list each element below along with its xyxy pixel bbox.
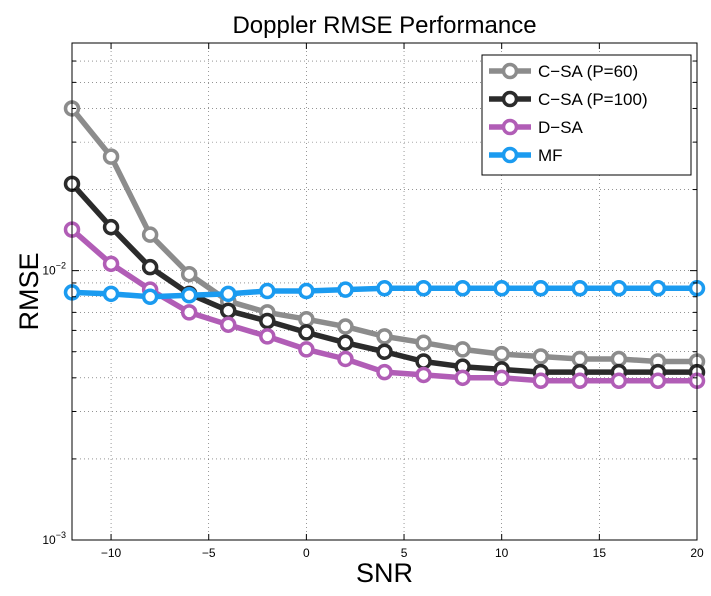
- data-point: [571, 372, 589, 390]
- data-point: [180, 265, 198, 283]
- data-point: [649, 372, 667, 390]
- data-point: [298, 341, 315, 358]
- data-point: [571, 350, 589, 368]
- series-group: [63, 100, 706, 390]
- x-tick-label: 0: [303, 546, 310, 560]
- data-point: [376, 363, 393, 381]
- x-tick-label: 5: [401, 546, 408, 560]
- data-point: [454, 369, 471, 387]
- x-axis-title: SNR: [356, 558, 413, 588]
- data-point: [415, 280, 432, 297]
- data-point: [220, 285, 237, 303]
- legend-label: C−SA (P=100): [538, 90, 648, 109]
- legend-marker: [501, 146, 519, 164]
- data-point: [141, 258, 159, 276]
- data-point: [259, 312, 276, 330]
- data-point: [454, 341, 471, 358]
- data-point: [610, 372, 628, 390]
- data-point: [376, 280, 393, 297]
- data-point: [454, 280, 471, 297]
- legend-item: C−SA (P=100): [489, 90, 648, 109]
- data-point: [102, 148, 120, 165]
- data-point: [649, 280, 667, 297]
- data-point: [532, 372, 549, 390]
- data-point: [102, 218, 120, 236]
- data-point: [337, 281, 354, 298]
- data-point: [180, 304, 198, 321]
- legend-item: MF: [489, 146, 563, 165]
- legend-item: C−SA (P=60): [489, 62, 638, 81]
- data-point: [102, 285, 120, 303]
- data-point: [180, 287, 198, 304]
- data-point: [337, 334, 354, 351]
- data-point: [610, 350, 628, 368]
- data-point: [259, 282, 276, 300]
- data-point: [532, 280, 549, 297]
- data-point: [259, 328, 276, 345]
- x-tick-label: 10: [495, 546, 509, 560]
- y-axis-title: RMSE: [14, 252, 44, 330]
- legend-label: MF: [538, 146, 563, 165]
- series-3: [63, 221, 706, 390]
- legend-item: D−SA: [489, 118, 584, 137]
- data-point: [220, 302, 237, 319]
- data-point: [337, 318, 354, 335]
- data-point: [415, 366, 432, 384]
- data-point: [571, 280, 589, 297]
- legend-label: D−SA: [538, 118, 584, 137]
- data-point: [610, 280, 628, 297]
- data-point: [415, 353, 432, 370]
- axis-ticks: −10 −5 0 5 10 15 20 10−2 10−3: [42, 42, 704, 560]
- data-point: [298, 282, 315, 300]
- chart-title: Doppler RMSE Performance: [232, 12, 536, 39]
- data-point: [415, 334, 432, 351]
- data-point: [102, 255, 120, 273]
- data-point: [376, 328, 393, 345]
- x-tick-label: −5: [202, 546, 216, 560]
- data-point: [337, 350, 354, 368]
- x-tick-label: −10: [101, 546, 122, 560]
- data-point: [376, 343, 393, 360]
- series-4: [63, 280, 706, 305]
- data-point: [298, 324, 315, 341]
- x-tick-label: 20: [690, 546, 704, 560]
- data-point: [493, 345, 510, 363]
- y-tick-label: 10−2: [42, 261, 66, 278]
- legend-marker: [501, 118, 519, 136]
- data-point: [493, 280, 510, 297]
- data-point: [141, 226, 159, 243]
- data-point: [298, 310, 315, 328]
- series-2: [63, 175, 706, 381]
- plot-frame: [71, 42, 698, 541]
- legend: C−SA (P=60) C−SA (P=100) D−SA MF: [481, 54, 692, 176]
- legend-marker: [501, 90, 519, 108]
- legend-marker: [501, 62, 519, 80]
- x-tick-label: 15: [593, 546, 607, 560]
- data-point: [493, 369, 510, 387]
- data-point: [141, 288, 159, 305]
- legend-label: C−SA (P=60): [538, 62, 638, 81]
- y-tick-label: 10−3: [42, 530, 66, 547]
- data-point: [532, 348, 549, 365]
- data-point: [220, 316, 237, 333]
